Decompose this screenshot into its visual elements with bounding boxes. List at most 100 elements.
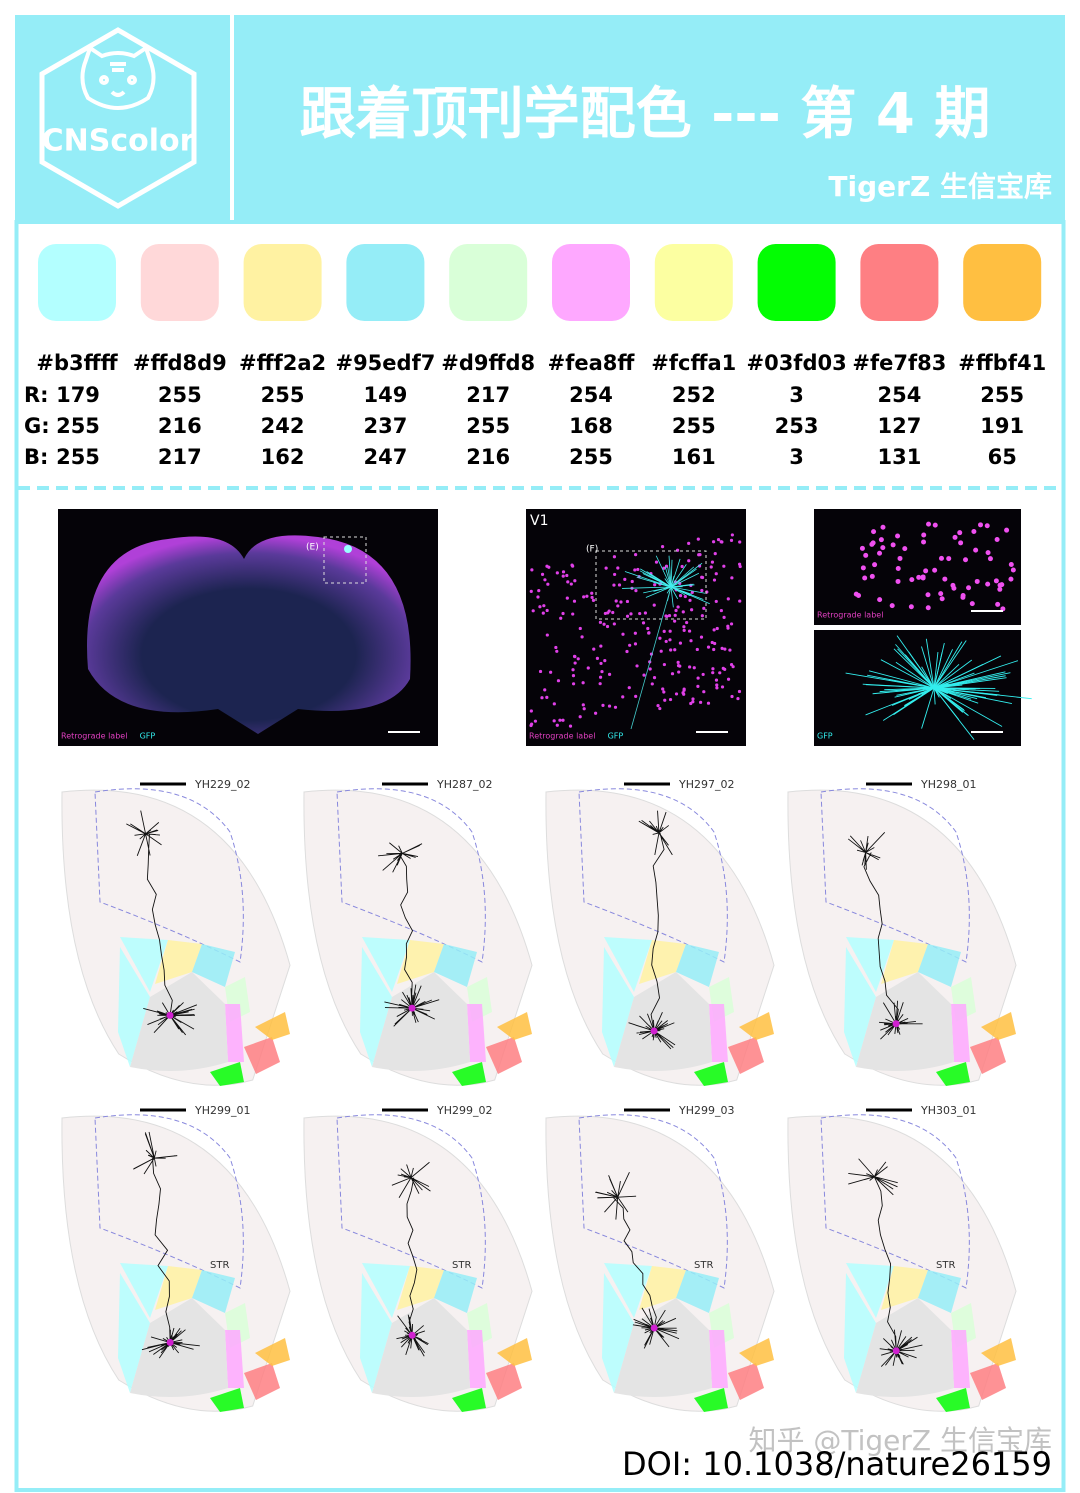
gfp-neurite — [655, 555, 672, 588]
hex-code: #ffbf41 — [958, 351, 1046, 375]
retro-cell — [680, 564, 684, 569]
retro-cell — [648, 667, 652, 671]
retro-cell — [621, 632, 625, 636]
retro-cell — [634, 589, 638, 593]
brain-region — [602, 947, 634, 1067]
gfp-neurite — [933, 652, 943, 689]
rgb-value: 255 — [672, 414, 716, 438]
brain-region — [709, 1330, 728, 1388]
brain-region — [739, 1012, 774, 1040]
striatum — [856, 972, 954, 1071]
color-swatch — [38, 244, 116, 321]
retro-cell — [538, 605, 542, 609]
retro-cell — [658, 636, 662, 640]
retro-cell — [607, 672, 612, 676]
retro-cell — [722, 615, 726, 619]
striatum — [614, 972, 712, 1071]
brain-region — [676, 944, 719, 987]
gfp-neurite — [933, 687, 968, 716]
retro-cell — [738, 540, 742, 544]
gfp-neurite — [933, 649, 953, 689]
retro-cell — [710, 560, 715, 564]
retro-cell — [738, 562, 742, 566]
brain-region — [210, 1388, 244, 1412]
retro-cell — [860, 565, 866, 571]
gfp-neurite — [865, 687, 935, 716]
panel-label: V1 — [530, 513, 548, 529]
brain-region — [739, 1338, 774, 1366]
legend-label: Retrograde label — [61, 732, 127, 741]
retro-cell — [656, 703, 660, 708]
retro-cell — [616, 604, 620, 608]
retro-cell — [676, 664, 681, 668]
logo-tiger — [80, 44, 156, 110]
retro-cell — [687, 629, 692, 633]
retro-cell — [531, 609, 535, 613]
striatum — [372, 972, 470, 1071]
gfp-neurite — [933, 687, 936, 705]
micrograph — [814, 509, 1021, 625]
retro-cell — [942, 576, 948, 582]
brain-region — [881, 1266, 928, 1310]
retro-cell — [561, 611, 565, 616]
hex-code: #fea8ff — [548, 351, 636, 375]
target-region — [578, 788, 728, 963]
retro-cell — [668, 629, 672, 633]
gfp-neurite — [670, 559, 673, 588]
retro-cell — [670, 672, 675, 676]
rgb-value: 131 — [877, 445, 921, 469]
brain-region — [602, 1273, 634, 1393]
gfp-neurite — [622, 586, 672, 589]
retro-cell — [921, 539, 927, 545]
brain-section — [87, 535, 411, 734]
retro-cell — [723, 647, 727, 651]
retro-cell — [738, 599, 742, 603]
gfp-neurite — [670, 586, 692, 595]
retro-cell — [696, 537, 700, 541]
target-region — [94, 788, 244, 963]
retro-cell — [629, 612, 633, 616]
retro-cell — [612, 622, 616, 626]
retro-cell — [555, 571, 559, 575]
retro-cell — [916, 574, 922, 580]
retro-cell — [580, 635, 584, 639]
retro-cell — [605, 624, 610, 629]
retro-cell — [543, 688, 547, 692]
retro-cell — [572, 599, 577, 603]
retro-cell — [698, 553, 702, 557]
retro-cell — [870, 540, 876, 546]
retro-cell — [533, 719, 538, 723]
retro-cell — [683, 594, 687, 599]
retro-cell — [625, 614, 630, 618]
target-region — [820, 1114, 970, 1289]
inset-box — [595, 550, 707, 620]
rgb-value: 191 — [980, 414, 1024, 438]
gfp-neurite — [925, 638, 935, 689]
rgb-value: 255 — [56, 414, 100, 438]
rgb-value: 255 — [466, 414, 510, 438]
retro-cell — [719, 540, 723, 544]
retro-cell — [1008, 576, 1014, 582]
neuron-id: YH299_01 — [194, 1104, 250, 1117]
retro-cell — [668, 697, 673, 702]
retro-cell — [958, 540, 964, 546]
channel-label: G: — [24, 414, 50, 438]
retro-cell — [561, 718, 565, 722]
rgb-value: 255 — [56, 445, 100, 469]
retro-cell — [712, 647, 716, 652]
retro-cell — [578, 715, 582, 719]
retro-cell — [621, 695, 625, 699]
retro-cell — [623, 577, 627, 581]
rgb-value: 216 — [466, 445, 510, 469]
retro-cell — [714, 678, 719, 682]
retro-cell — [973, 547, 979, 553]
gfp-neurite — [933, 687, 960, 720]
rgb-value: 247 — [363, 445, 407, 469]
hex-code: #fcffa1 — [651, 351, 736, 375]
retro-cell — [969, 601, 975, 607]
retro-cell — [687, 559, 691, 563]
retro-cell — [546, 582, 550, 586]
retro-cell — [689, 639, 693, 643]
retro-cell — [653, 583, 657, 587]
rgb-value: 217 — [158, 445, 202, 469]
